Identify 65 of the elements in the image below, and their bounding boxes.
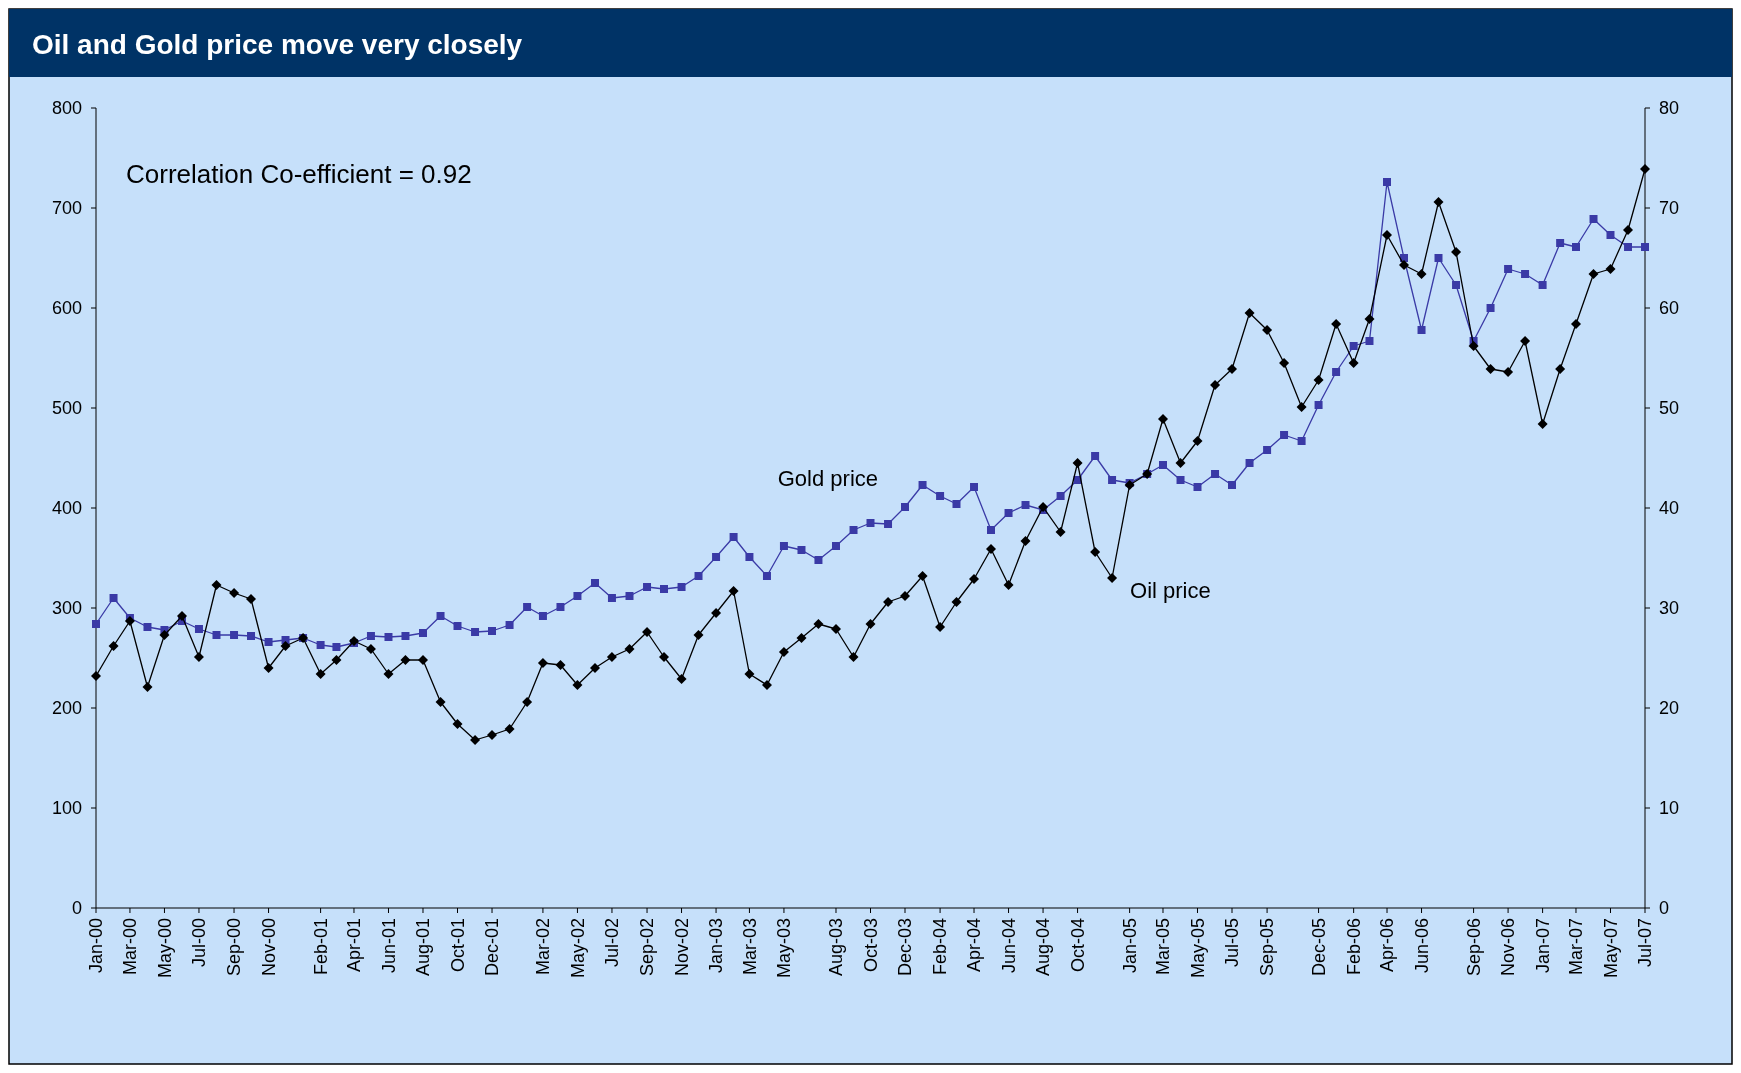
y-tick-label: 300 [51,598,82,619]
x-tick-label: Jan-00 [86,918,107,974]
y2-tick-label: 0 [1659,898,1670,919]
y-tick-label: 0 [71,898,82,919]
x-tick-label: Nov-06 [1498,918,1519,977]
x-tick-label: Dec-01 [482,918,503,977]
x-tick-label: Sep-00 [224,918,245,977]
x-tick-label: Sep-05 [1257,918,1278,977]
y2-tick-label: 70 [1659,198,1680,219]
x-tick-label: Jun-04 [998,918,1019,974]
x-tick-label: May-03 [774,918,795,979]
x-tick-label: May-02 [567,918,588,979]
x-tick-label: Jan-07 [1532,918,1553,974]
x-tick-label: Feb-06 [1343,918,1364,976]
y2-tick-label: 50 [1659,398,1680,419]
x-tick-label: Sep-02 [637,918,658,977]
x-tick-label: Mar-02 [533,918,554,976]
x-tick-label: May-05 [1187,918,1208,979]
x-tick-label: Jan-05 [1119,918,1140,974]
series-label: Gold price [777,466,879,491]
x-tick-label: Mar-00 [120,918,141,976]
x-tick-label: Apr-01 [344,918,365,973]
x-tick-label: Mar-03 [739,918,760,976]
x-tick-label: Mar-05 [1153,918,1174,976]
x-tick-label: Apr-06 [1377,918,1398,973]
x-tick-label: Dec-03 [895,918,916,977]
x-tick-label: May-07 [1600,918,1621,979]
x-tick-label: Jul-05 [1222,918,1243,968]
x-tick-label: Nov-00 [258,918,279,977]
y2-tick-label: 40 [1659,498,1680,519]
x-tick-label: Feb-04 [930,918,951,976]
x-tick-label: Jul-00 [189,918,210,968]
x-tick-label: Oct-01 [447,918,468,973]
x-tick-label: Jul-07 [1635,918,1656,968]
y-tick-label: 700 [51,198,82,219]
y2-tick-label: 30 [1659,598,1680,619]
x-tick-label: Mar-07 [1566,918,1587,976]
x-tick-label: Aug-03 [826,918,847,977]
y2-tick-label: 10 [1659,798,1680,819]
y2-tick-label: 60 [1659,298,1680,319]
y2-tick-label: 80 [1659,98,1680,119]
x-tick-label: Jun-01 [378,918,399,974]
x-tick-label: Jun-06 [1411,918,1432,974]
x-tick-label: May-00 [154,918,175,979]
series-label: Oil price [1130,578,1211,603]
x-tick-label: Feb-01 [310,918,331,976]
x-tick-label: Jul-02 [602,918,623,968]
y2-tick-label: 20 [1659,698,1680,719]
x-tick-label: Nov-02 [671,918,692,977]
chart-title: Oil and Gold price move very closely [32,29,523,60]
y-tick-label: 800 [51,98,82,119]
x-tick-label: Aug-04 [1033,918,1054,977]
x-tick-label: Oct-04 [1067,918,1088,973]
y-tick-label: 100 [51,798,82,819]
y-tick-label: 400 [51,498,82,519]
x-tick-label: Apr-04 [964,918,985,973]
y-tick-label: 500 [51,398,82,419]
y-tick-label: 600 [51,298,82,319]
x-tick-label: Dec-05 [1308,918,1329,977]
x-tick-label: Sep-06 [1463,918,1484,977]
y-tick-label: 200 [51,698,82,719]
x-tick-label: Jan-03 [706,918,727,974]
x-tick-label: Oct-03 [860,918,881,973]
annotation: Correlation Co-efficient = 0.92 [126,159,472,189]
x-tick-label: Aug-01 [413,918,434,977]
